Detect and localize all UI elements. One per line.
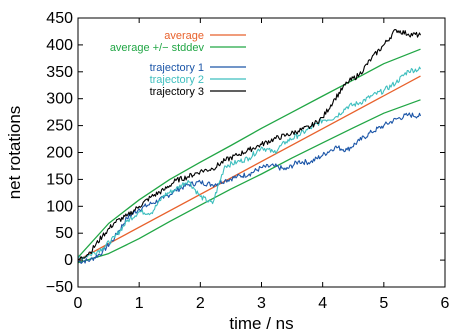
plot-frame [77, 17, 446, 288]
y-tick-label: 300 [46, 91, 73, 108]
x-tick-label: 5 [379, 295, 388, 312]
x-tick-label: 4 [318, 295, 327, 312]
y-tick-label: −50 [46, 279, 73, 296]
x-tick-label: 2 [196, 295, 205, 312]
y-tick-label: 200 [46, 145, 73, 162]
y-tick-label: 450 [46, 10, 73, 27]
legend-label: trajectory 3 [150, 86, 204, 98]
y-tick-label: 350 [46, 64, 73, 81]
legend-label: trajectory 2 [150, 74, 204, 86]
legend-label: average [164, 30, 204, 42]
series-line-4 [77, 66, 421, 261]
legend-label: average +/− stddev [110, 42, 205, 54]
x-tick-label: 0 [74, 295, 83, 312]
series-line-3 [77, 112, 422, 264]
y-tick-label: 0 [64, 252, 73, 269]
x-tick-label: 1 [135, 295, 144, 312]
y-tick-label: 100 [46, 198, 73, 215]
x-axis-label: time / ns [229, 314, 293, 331]
y-axis-label: net rotations [5, 106, 24, 200]
series-line-0 [77, 75, 421, 261]
series-line-1 [77, 48, 421, 258]
series-line-2 [77, 99, 421, 264]
y-tick-label: 400 [46, 37, 73, 54]
y-tick-label: 250 [46, 118, 73, 135]
y-tick-label: 50 [55, 225, 73, 242]
series-line-5 [77, 28, 422, 261]
legend-label: trajectory 1 [150, 62, 204, 74]
x-tick-label: 6 [441, 295, 450, 312]
x-tick-label: 3 [257, 295, 266, 312]
series-layer [77, 28, 422, 264]
y-tick-label: 150 [46, 171, 73, 188]
